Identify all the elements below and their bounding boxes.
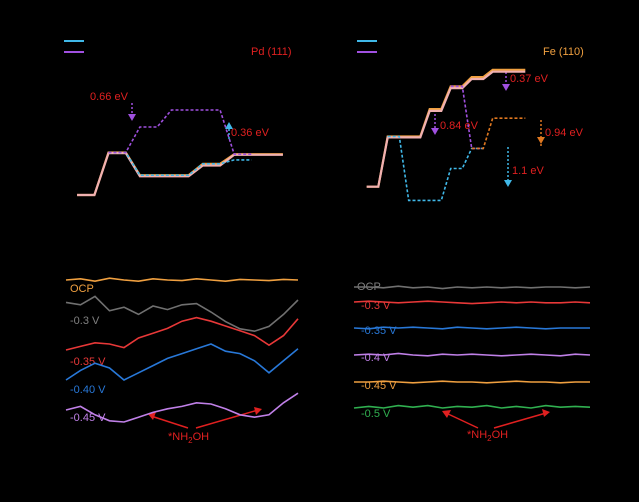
annotation-037: 0.37 eV	[510, 73, 549, 85]
bl-nh2oh-label: *NH2OH	[168, 431, 209, 445]
annotation-11: 1.1 eV	[512, 165, 544, 177]
bl-nh2oh-arrows	[148, 407, 262, 429]
fe-arrow-084	[431, 110, 439, 135]
fe-profile-series-4	[471, 117, 526, 150]
bl-label-040: -0.40 V	[70, 384, 106, 396]
br-label-045: -0.45 V	[361, 380, 397, 392]
br-nh2oh-arrows	[442, 409, 550, 429]
surface-label-fe: Fe (110)	[543, 46, 584, 58]
fe-spectrum-trace-3	[353, 352, 591, 357]
fe-spectrum-trace-4	[354, 380, 590, 384]
pd-arrow-036	[225, 122, 233, 141]
pd-profile-series-2	[108, 151, 252, 176]
annotation-036: 0.36 eV	[231, 127, 270, 139]
fe-profile-series-1	[366, 70, 526, 188]
br-label-03: -0.3 V	[361, 300, 391, 312]
bl-label-03: -0.3 V	[70, 315, 100, 327]
fe-spectrum-trace-0	[354, 285, 591, 290]
bl-label-035: -0.35 V	[70, 356, 106, 368]
pd-spectrum-trace-4	[65, 392, 299, 423]
pd-spectrum-trace-3	[65, 343, 299, 381]
surface-label-pd: Pd (111)	[251, 46, 292, 58]
pd-spectrum-trace-0	[65, 277, 299, 283]
annotation-066: 0.66 eV	[90, 91, 129, 103]
br-nh2oh-label: *NH2OH	[467, 429, 508, 443]
fe-profile-series-2	[387, 135, 484, 202]
fe-spectrum-trace-2	[353, 326, 590, 330]
annotation-094: 0.94 eV	[545, 127, 584, 139]
fe-arrow-11	[504, 147, 512, 187]
bl-label-ocp: OCP	[70, 283, 94, 295]
fe-spectrum-trace-5	[353, 404, 591, 409]
pd-spectrum-trace-2	[65, 316, 299, 351]
fe-profile-series-3	[450, 85, 484, 150]
pd-profile-series-1	[77, 152, 283, 197]
fe-spectrum-trace-1	[353, 300, 591, 305]
pd-profile-series-3	[108, 109, 252, 155]
br-label-05: -0.5 V	[361, 408, 391, 420]
pd-arrow-066	[128, 103, 136, 121]
br-label-035: -0.35 V	[361, 325, 397, 337]
annotation-084: 0.84 eV	[440, 120, 479, 132]
pd-profile-series-0	[77, 151, 283, 197]
fe-arrow-094	[537, 120, 545, 146]
fe-arrow-037	[502, 72, 510, 91]
chart-marks	[65, 68, 591, 423]
pd-spectrum-trace-1	[65, 295, 299, 333]
